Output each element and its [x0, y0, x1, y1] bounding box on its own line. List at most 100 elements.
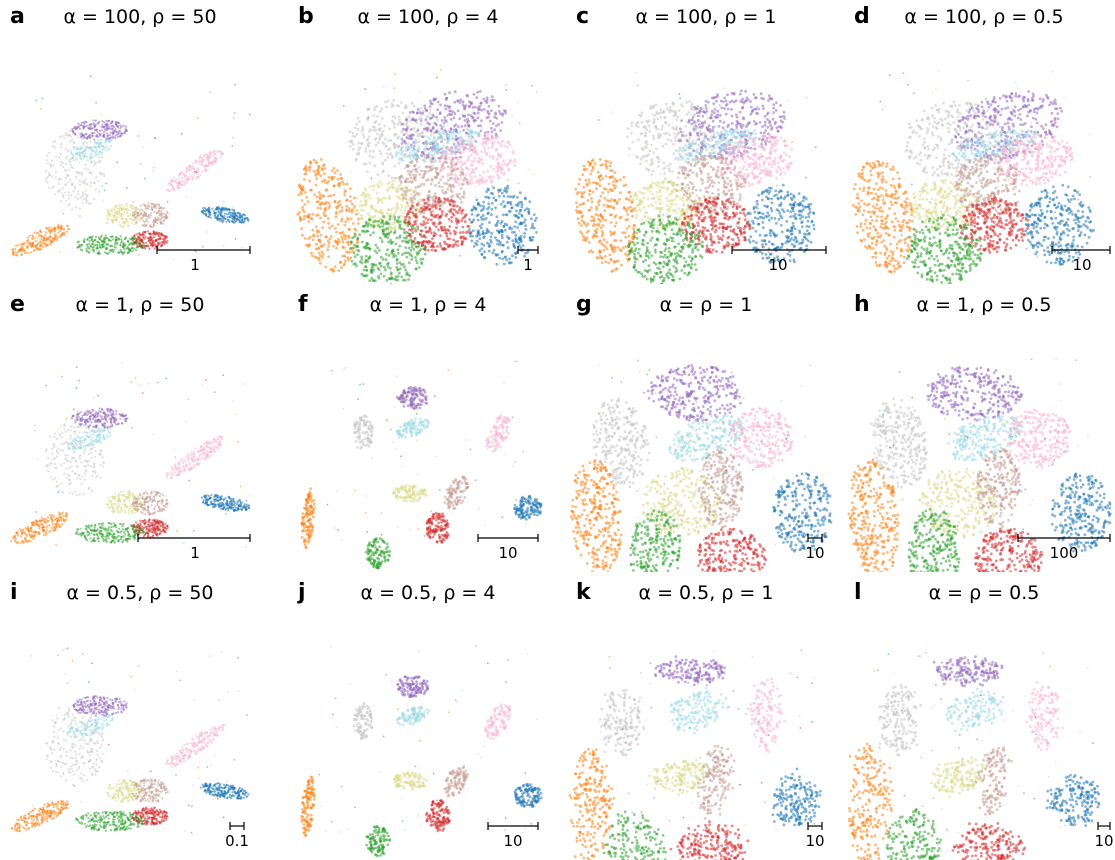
point — [470, 171, 473, 174]
point — [348, 207, 351, 210]
point — [344, 238, 347, 241]
point — [368, 279, 371, 282]
point — [337, 183, 340, 186]
point — [706, 127, 709, 130]
point — [435, 226, 438, 229]
point — [416, 246, 419, 249]
point — [83, 182, 85, 184]
point — [190, 175, 192, 177]
point — [398, 196, 401, 199]
point — [323, 214, 326, 217]
point — [109, 134, 111, 136]
point — [47, 176, 49, 178]
point — [430, 232, 433, 235]
point — [511, 206, 514, 209]
point — [672, 143, 675, 146]
point — [660, 116, 663, 119]
point — [341, 209, 344, 212]
point — [524, 197, 527, 200]
point — [500, 141, 503, 144]
point — [406, 271, 409, 274]
point — [404, 246, 407, 249]
point — [431, 245, 434, 248]
point — [400, 152, 403, 155]
point — [671, 110, 674, 113]
point — [347, 241, 350, 244]
point — [107, 138, 109, 140]
point — [474, 242, 477, 245]
point — [414, 186, 417, 189]
point — [431, 155, 434, 158]
point — [115, 121, 117, 123]
point — [530, 217, 533, 220]
point — [307, 237, 310, 240]
point — [110, 210, 112, 212]
point — [54, 140, 56, 142]
point — [676, 115, 679, 118]
point — [696, 112, 699, 115]
point — [333, 185, 336, 188]
point — [441, 119, 444, 122]
point — [308, 180, 311, 183]
point — [516, 229, 518, 231]
point — [488, 250, 491, 253]
point — [475, 199, 478, 202]
point — [435, 147, 438, 150]
point — [15, 245, 17, 247]
point — [382, 215, 385, 218]
point — [46, 182, 48, 184]
point — [487, 112, 490, 115]
point — [675, 139, 678, 142]
point — [407, 210, 410, 213]
point — [60, 146, 62, 148]
point — [311, 229, 314, 232]
point — [237, 212, 239, 214]
point — [720, 107, 723, 110]
point — [120, 214, 122, 216]
point — [517, 204, 520, 207]
point — [439, 113, 442, 116]
point — [84, 141, 86, 143]
point — [531, 223, 534, 226]
point — [82, 191, 84, 193]
point — [101, 156, 103, 158]
point — [506, 241, 509, 244]
point — [480, 216, 483, 219]
point — [427, 249, 430, 252]
point — [39, 230, 41, 232]
point — [400, 203, 403, 206]
point — [186, 196, 188, 198]
point — [500, 229, 503, 232]
point — [114, 243, 116, 245]
point — [53, 233, 55, 235]
point — [387, 236, 390, 239]
point — [402, 159, 405, 162]
point — [416, 129, 419, 132]
point — [509, 195, 512, 198]
point — [411, 255, 414, 258]
point — [103, 175, 105, 177]
point — [84, 153, 86, 155]
point — [151, 206, 153, 208]
point — [335, 212, 338, 215]
point — [457, 148, 460, 151]
point — [423, 104, 426, 107]
point — [341, 181, 344, 184]
point — [710, 114, 713, 117]
point — [99, 172, 101, 174]
point — [470, 114, 473, 117]
point — [368, 218, 371, 221]
point — [477, 203, 480, 206]
point — [372, 156, 375, 159]
point — [371, 177, 373, 179]
point — [20, 254, 22, 256]
point — [427, 178, 430, 181]
point — [198, 176, 200, 178]
point — [239, 219, 241, 221]
point — [469, 182, 472, 185]
point — [462, 129, 465, 132]
point — [486, 170, 489, 173]
point — [81, 139, 83, 141]
point — [119, 130, 121, 132]
point — [170, 189, 172, 191]
